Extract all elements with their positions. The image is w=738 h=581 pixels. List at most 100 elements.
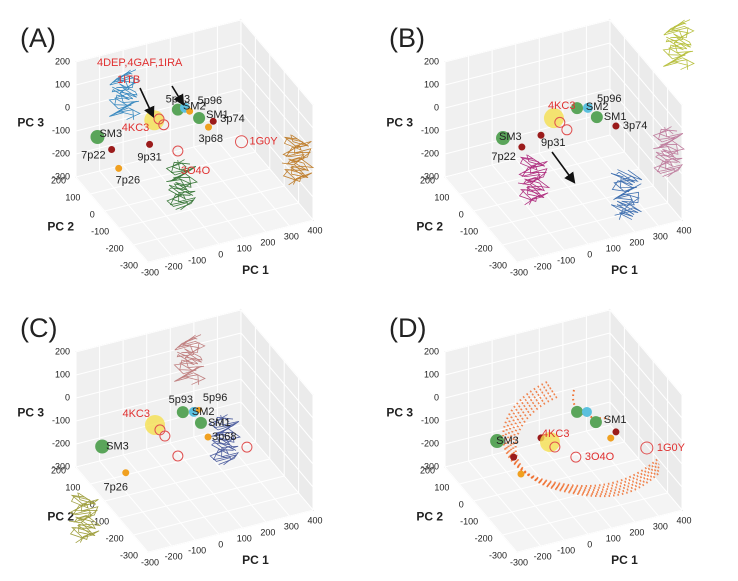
x-tick-label: 200 bbox=[260, 237, 275, 247]
grid-line bbox=[133, 492, 299, 536]
point-label: SM3 bbox=[496, 435, 519, 447]
arrow bbox=[171, 85, 185, 106]
x-tick-label: -300 bbox=[510, 267, 528, 277]
grid-line bbox=[609, 378, 683, 465]
z-tick-label: -100 bbox=[52, 415, 70, 425]
structure bbox=[658, 126, 682, 178]
z-tick-label: 0 bbox=[65, 392, 70, 402]
x-tick-label: 300 bbox=[284, 231, 299, 241]
grid-line bbox=[491, 454, 565, 541]
point-label: 5p96 bbox=[198, 95, 222, 107]
grid-line bbox=[240, 42, 314, 129]
x-tick-label: -100 bbox=[557, 255, 575, 265]
grid-line bbox=[444, 355, 611, 399]
grid-line bbox=[240, 401, 314, 488]
grid-line bbox=[444, 176, 518, 263]
x-tick-label: 300 bbox=[653, 231, 668, 241]
x-tick-label: -100 bbox=[557, 545, 575, 555]
x-tick-label: 200 bbox=[629, 237, 644, 247]
point bbox=[539, 432, 560, 453]
point-label: 5p93 bbox=[169, 394, 193, 406]
point bbox=[549, 441, 561, 453]
grid-line bbox=[193, 146, 267, 233]
structure bbox=[218, 415, 241, 465]
y-tick-label: 100 bbox=[65, 192, 80, 202]
grid-line bbox=[491, 164, 565, 251]
y-tick-label: -200 bbox=[475, 243, 493, 253]
grid-line bbox=[75, 88, 242, 132]
grid-line bbox=[75, 424, 242, 468]
arrow bbox=[139, 87, 155, 119]
grid-line bbox=[240, 134, 314, 221]
structure bbox=[616, 169, 640, 220]
structure bbox=[171, 159, 195, 211]
grid-line bbox=[217, 430, 290, 517]
y-tick-label: 200 bbox=[51, 465, 66, 475]
grid-line bbox=[459, 151, 625, 195]
z-tick-label: -200 bbox=[52, 438, 70, 448]
annotation: 4DEP,4GAF,1IRA bbox=[97, 57, 183, 69]
z-tick-label: 200 bbox=[424, 346, 439, 356]
z-tick-label: -100 bbox=[52, 125, 70, 135]
grid-line bbox=[119, 185, 285, 229]
grid-line bbox=[609, 42, 683, 129]
grid-line bbox=[146, 158, 220, 245]
point bbox=[209, 117, 217, 125]
point-label: 3p68 bbox=[212, 431, 236, 443]
x-tick-label: -200 bbox=[165, 551, 183, 561]
grid-line bbox=[75, 42, 242, 86]
grid-line bbox=[240, 111, 314, 198]
grid-line bbox=[169, 152, 243, 239]
structure bbox=[281, 137, 305, 182]
trajectory-cloud bbox=[514, 396, 660, 498]
point bbox=[204, 433, 212, 441]
grid-line bbox=[75, 19, 242, 63]
z-tick-label: 100 bbox=[424, 79, 439, 89]
panel: -300 -200 -100 0 100 200 300 400 -300 -200 -100 0 10… bbox=[17, 18, 323, 277]
trajectory-cloud bbox=[502, 381, 660, 487]
point-label: 4KC3 bbox=[122, 122, 150, 134]
x-axis-label: PC 1 bbox=[242, 263, 269, 277]
point bbox=[235, 135, 249, 149]
z-tick-label: -100 bbox=[421, 125, 439, 135]
point bbox=[176, 406, 189, 419]
point bbox=[490, 434, 505, 449]
grid-line bbox=[515, 448, 589, 535]
structure bbox=[671, 19, 695, 70]
grid-line bbox=[99, 460, 172, 547]
z-tick-label: 0 bbox=[434, 392, 439, 402]
y-tick-label: -300 bbox=[120, 260, 138, 270]
z-tick-label: 100 bbox=[55, 369, 70, 379]
point-label: 7p22 bbox=[491, 151, 515, 163]
structure bbox=[76, 492, 102, 543]
point-label: SM3 bbox=[499, 131, 522, 143]
point bbox=[537, 131, 545, 139]
point-label: 3p74 bbox=[623, 120, 647, 132]
panel-label: (A) bbox=[20, 23, 56, 53]
z-tick-label: -300 bbox=[52, 461, 70, 471]
grid-line bbox=[99, 170, 172, 257]
y-tick-label: 200 bbox=[420, 465, 435, 475]
x-tick-label: 100 bbox=[237, 533, 252, 543]
grid-line bbox=[75, 65, 242, 109]
grid-line bbox=[515, 158, 589, 245]
point-label: 7p26 bbox=[116, 174, 140, 186]
point bbox=[543, 108, 564, 129]
grid-line bbox=[75, 466, 149, 553]
grid-line bbox=[444, 424, 611, 468]
panel-label: (B) bbox=[389, 23, 425, 53]
point bbox=[193, 112, 206, 124]
x-tick-label: 400 bbox=[307, 515, 322, 525]
point bbox=[589, 416, 602, 429]
point bbox=[496, 131, 511, 146]
point-label: SM1 bbox=[604, 111, 627, 123]
point bbox=[115, 164, 123, 172]
grid-line bbox=[147, 509, 314, 553]
y-axis-label: PC 2 bbox=[47, 220, 74, 234]
z-tick-label: 200 bbox=[424, 56, 439, 66]
y-tick-label: 0 bbox=[459, 499, 464, 509]
x-tick-label: 100 bbox=[606, 533, 621, 543]
grid-line bbox=[609, 355, 683, 442]
grid-line bbox=[609, 332, 683, 419]
grid-line bbox=[104, 458, 270, 502]
